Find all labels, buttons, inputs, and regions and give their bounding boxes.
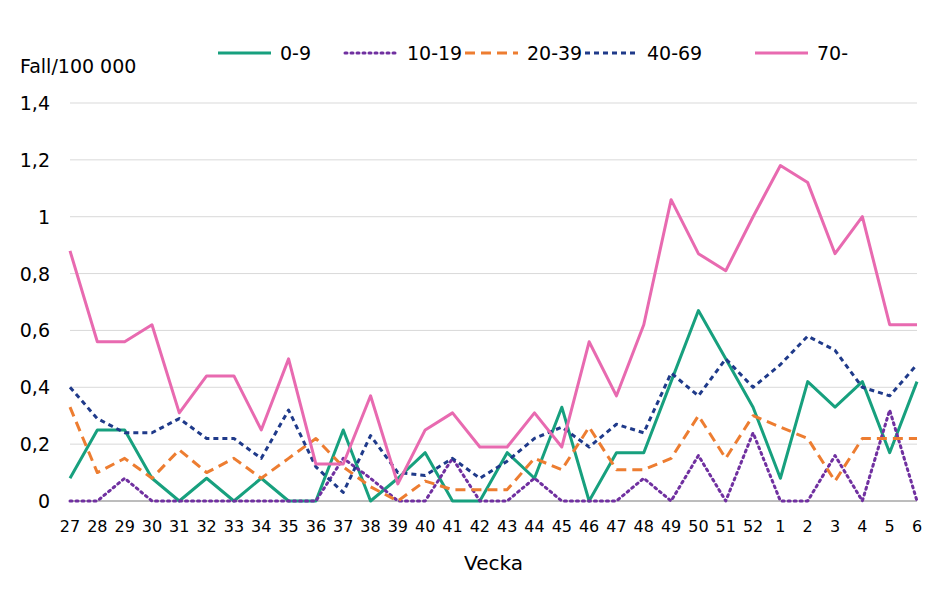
x-tick-label: 28 <box>87 517 107 536</box>
x-tick-label: 2 <box>803 517 813 536</box>
x-tick-label: 36 <box>306 517 326 536</box>
x-tick-label: 47 <box>606 517 626 536</box>
y-tick-label: 1,4 <box>20 92 50 114</box>
x-tick-label: 44 <box>524 517 544 536</box>
legend: 0-9 10-19 20-39 40-69 70- <box>218 42 848 64</box>
legend-label: 10-19 <box>407 42 462 64</box>
x-tick-label: 45 <box>552 517 572 536</box>
x-axis: 2728293031323334353637383940414243444546… <box>60 517 922 536</box>
x-tick-label: 32 <box>196 517 216 536</box>
grid-line <box>70 216 917 217</box>
series-line <box>70 166 917 484</box>
grid-line <box>70 103 917 104</box>
grid-line <box>70 330 917 331</box>
x-tick-label: 33 <box>224 517 244 536</box>
y-axis: 0 0,2 0,4 0,6 0,8 1 1,2 1,4 <box>20 92 50 512</box>
lines <box>70 166 917 501</box>
legend-label: 40-69 <box>647 42 702 64</box>
grid-line <box>70 159 917 160</box>
legend-swatch <box>585 52 638 55</box>
x-tick-label: 46 <box>579 517 599 536</box>
x-tick-label: 41 <box>442 517 462 536</box>
legend-label: 70- <box>817 42 848 64</box>
x-tick-label: 5 <box>885 517 895 536</box>
x-tick-label: 52 <box>743 517 763 536</box>
y-tick-label: 1,2 <box>20 149 50 171</box>
x-tick-label: 30 <box>142 517 162 536</box>
legend-swatch <box>755 52 808 55</box>
y-tick-label: 1 <box>38 206 50 228</box>
x-tick-label: 34 <box>251 517 271 536</box>
legend-swatch <box>465 52 518 55</box>
y-tick-label: 0,6 <box>20 319 50 341</box>
legend-swatch <box>218 52 271 55</box>
legend-swatch <box>345 52 398 55</box>
x-tick-label: 35 <box>278 517 298 536</box>
x-tick-label: 48 <box>634 517 654 536</box>
series-line <box>70 407 917 501</box>
x-tick-label: 39 <box>388 517 408 536</box>
x-tick-label: 51 <box>716 517 736 536</box>
legend-label: 20-39 <box>527 42 582 64</box>
x-tick-label: 38 <box>360 517 380 536</box>
x-tick-label: 3 <box>830 517 840 536</box>
y-axis-label: Fall/100 000 <box>20 55 136 77</box>
y-tick-label: 0,4 <box>20 376 50 398</box>
y-tick-label: 0,2 <box>20 433 50 455</box>
series-line <box>70 336 917 492</box>
x-tick-label: 1 <box>775 517 785 536</box>
x-axis-label: Vecka <box>464 551 523 575</box>
legend-label: 0-9 <box>280 42 311 64</box>
y-tick-label: 0,8 <box>20 263 50 285</box>
chart: 00,20,40,60,811,21,427282930313233343536… <box>0 0 945 591</box>
x-tick-label: 50 <box>688 517 708 536</box>
x-tick-label: 42 <box>470 517 490 536</box>
x-tick-label: 31 <box>169 517 189 536</box>
x-tick-label: 6 <box>912 517 922 536</box>
series-line <box>70 311 917 501</box>
x-tick-label: 40 <box>415 517 435 536</box>
x-tick-label: 43 <box>497 517 517 536</box>
grid <box>70 103 917 501</box>
grid-line <box>70 273 917 274</box>
y-tick-label: 0 <box>38 490 50 512</box>
x-tick-label: 27 <box>60 517 80 536</box>
x-tick-label: 49 <box>661 517 681 536</box>
x-tick-label: 29 <box>114 517 134 536</box>
x-tick-label: 4 <box>857 517 867 536</box>
series-line <box>70 410 917 501</box>
x-tick-label: 37 <box>333 517 353 536</box>
